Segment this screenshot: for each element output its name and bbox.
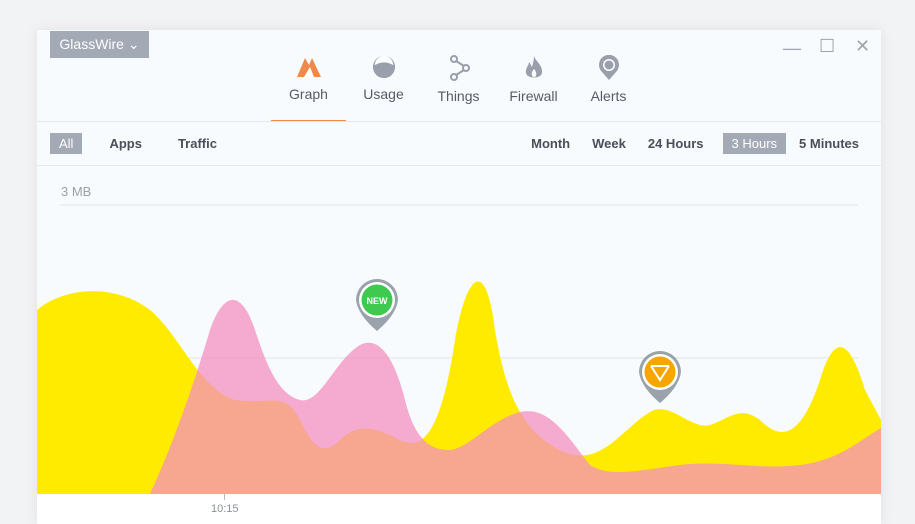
close-button[interactable]: ✕ [855,36,871,56]
time-axis: 10:15 [37,494,881,524]
brand-label: GlassWire [59,36,124,52]
tab-graph[interactable]: Graph [271,50,346,122]
tab-alerts[interactable]: Alerts [571,50,646,121]
outgoing-traffic-area [150,299,881,494]
maximize-button[interactable]: ☐ [819,36,836,56]
range-week[interactable]: Week [592,136,626,151]
traffic-graph[interactable]: NEW [37,166,881,494]
range-24-hours[interactable]: 24 Hours [647,136,704,151]
scale-label: 3 MB [61,184,92,199]
range-3-hours[interactable]: 3 Hours [722,133,787,154]
tab-label: Alerts [590,88,627,104]
usage-icon [372,55,395,79]
things-icon [449,55,470,81]
glasswire-window: GlassWire ⌄ — ☐ ✕ Graph Usage Things Fir… [37,30,881,524]
chevron-down-icon: ⌄ [127,36,140,52]
tab-things[interactable]: Things [421,50,496,121]
new-app-pin[interactable]: NEW [356,279,398,331]
brand-menu-button[interactable]: GlassWire ⌄ [50,31,149,58]
tab-label: Graph [289,86,328,102]
tab-label: Things [437,88,480,104]
network-alert-pin[interactable] [639,351,681,403]
filter-all[interactable]: All [50,133,83,154]
graph-icon [296,58,321,77]
alerts-icon [598,55,619,80]
minimize-button[interactable]: — [783,38,801,58]
range-month[interactable]: Month [531,136,571,151]
tab-usage[interactable]: Usage [346,50,421,121]
new-badge: NEW [367,296,389,306]
tab-label: Firewall [509,88,558,104]
filter-traffic[interactable]: Traffic [177,136,217,151]
tab-firewall[interactable]: Firewall [496,50,571,121]
tab-label: Usage [363,86,404,102]
firewall-icon [525,56,542,78]
filter-apps[interactable]: Apps [109,136,142,151]
range-5-minutes[interactable]: 5 Minutes [799,136,859,151]
time-tick: 10:15 [211,503,239,515]
